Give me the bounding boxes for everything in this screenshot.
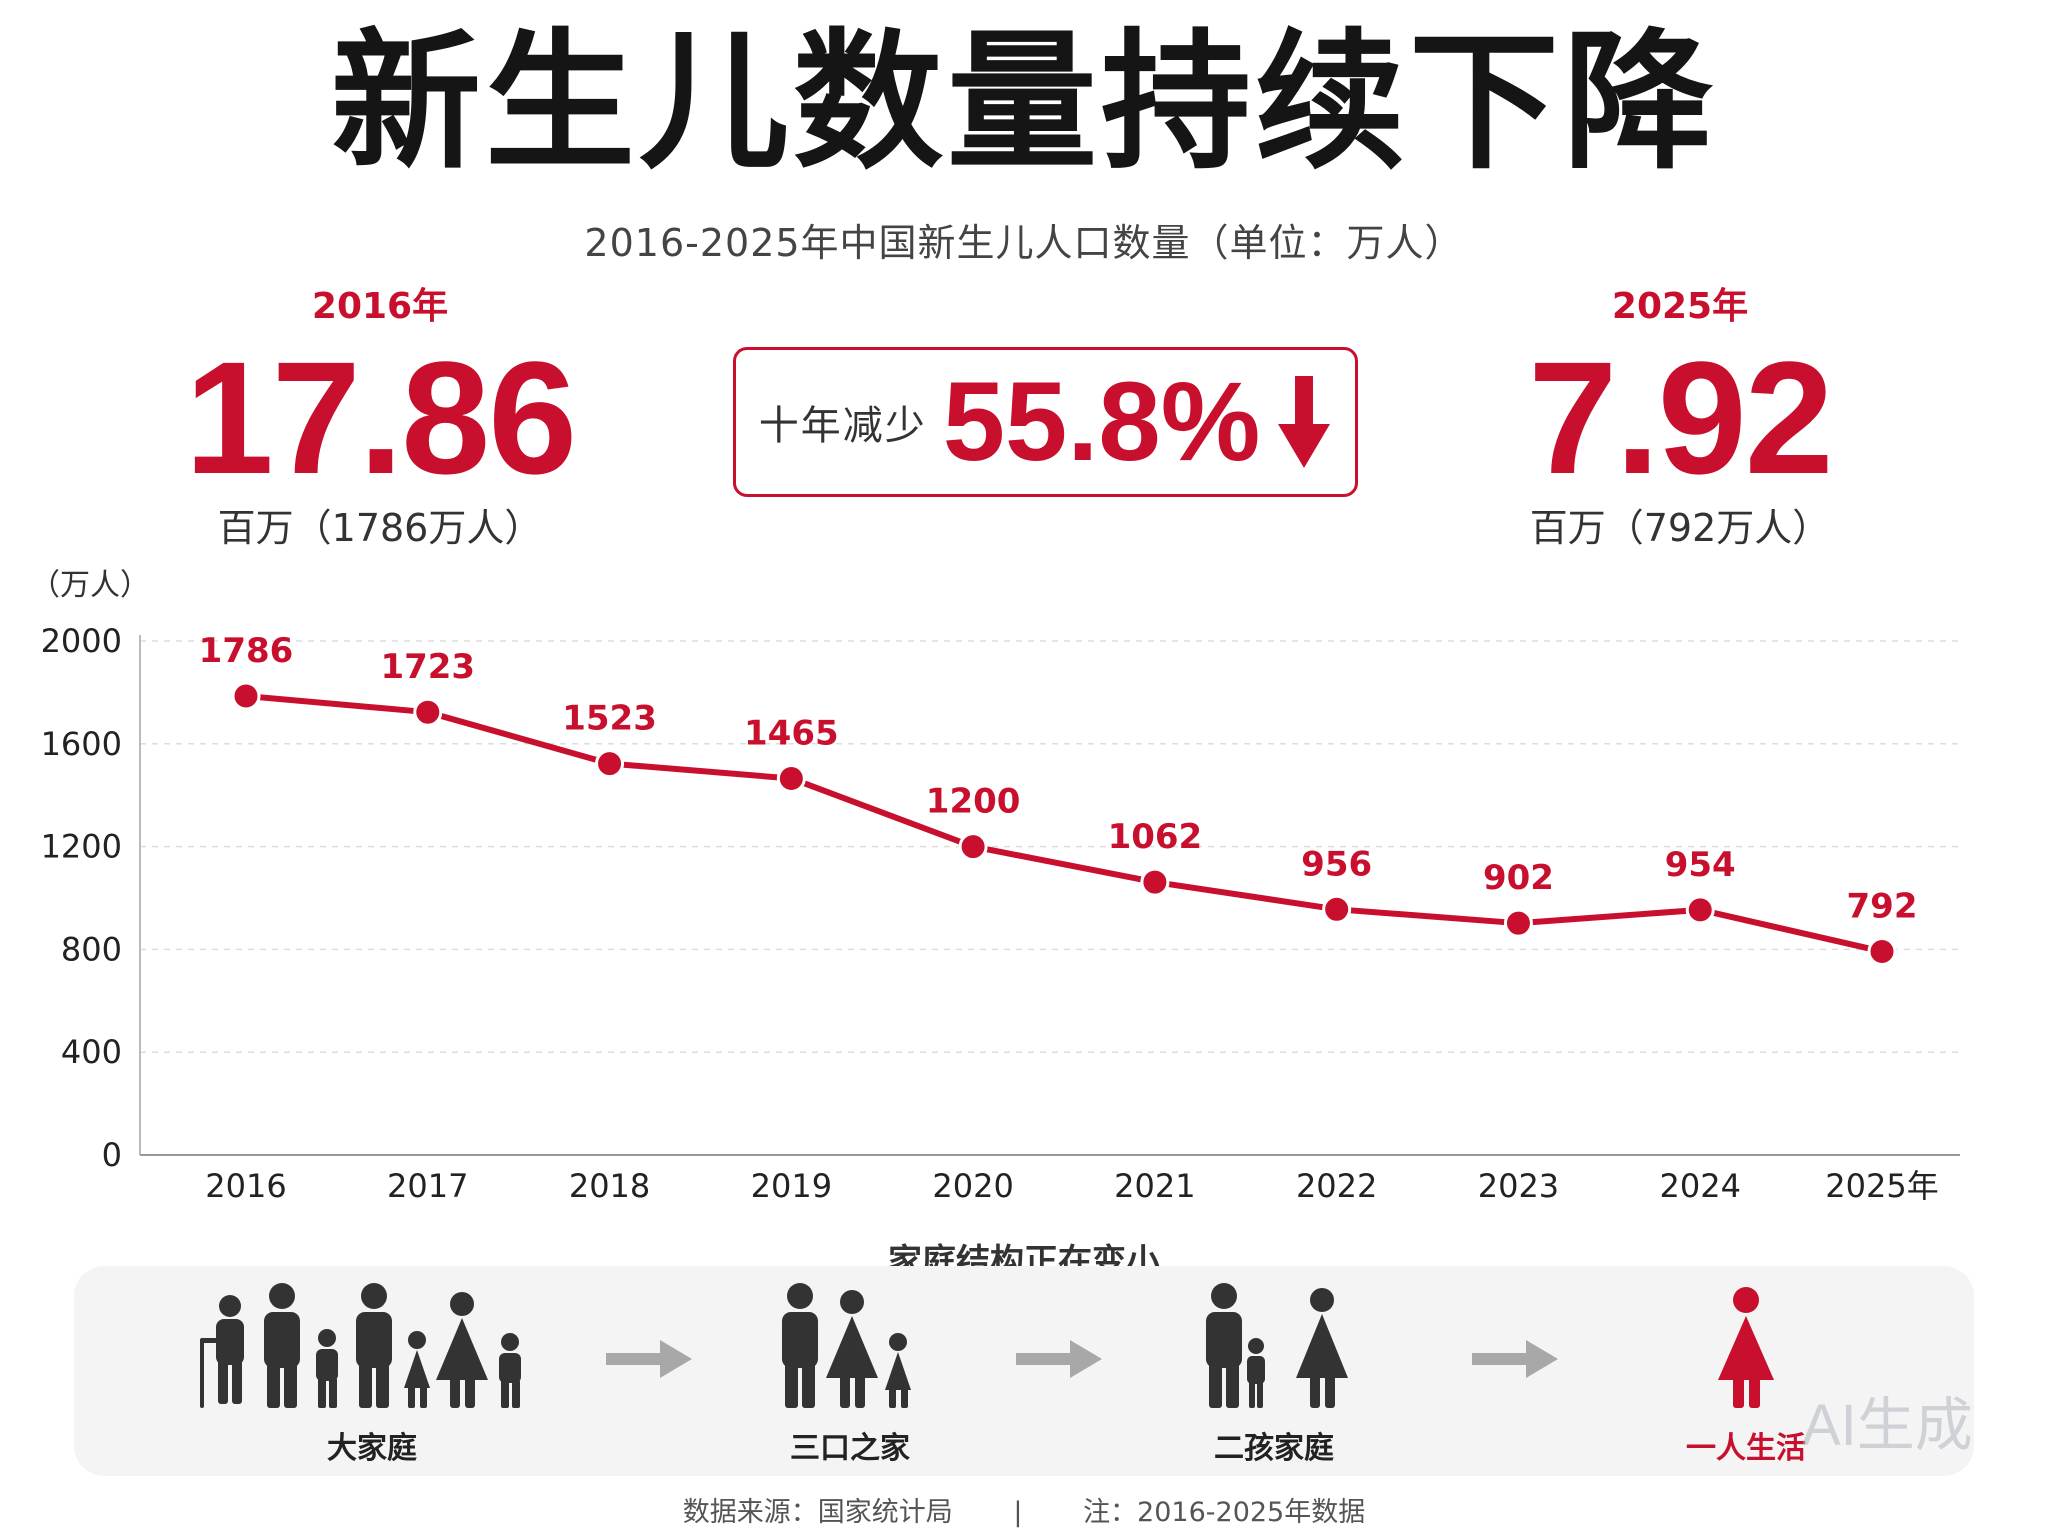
data-point <box>1867 936 1897 966</box>
data-labels: 1786 1723 1523 1465 1200 1062 956 902 954 792 <box>199 631 1918 926</box>
x-tick-label: 2025年 <box>1825 1167 1938 1205</box>
y-tick-label: 800 <box>61 930 122 968</box>
family-stage-extended: 大家庭 <box>192 1280 552 1466</box>
series-line-path <box>243 692 1885 955</box>
y-tick-label: 400 <box>61 1033 122 1071</box>
series-line <box>243 692 1885 955</box>
x-tick-label: 2024 <box>1660 1167 1741 1205</box>
stat-2016: 2016年 17.86 百万（1786万人） <box>150 282 610 556</box>
y-tick-label: 1200 <box>41 828 122 866</box>
single-person-icon <box>1718 1287 1774 1408</box>
data-label: 902 <box>1483 858 1554 898</box>
stat-2025-value: 7.92 <box>1528 328 1833 507</box>
x-tick-label: 2020 <box>932 1167 1013 1205</box>
decline-label: 十年减少 <box>758 403 927 449</box>
decline-value: 55.8% <box>942 359 1261 484</box>
stat-2016-year: 2016年 <box>311 286 449 327</box>
y-tick-label: 1600 <box>41 725 122 763</box>
y-axis-unit: （万人） <box>30 568 150 603</box>
family-panel <box>74 1266 1974 1476</box>
x-tick-label: 2023 <box>1478 1167 1559 1205</box>
x-tick-label: 2022 <box>1296 1167 1377 1205</box>
family-stage-single-label: 一人生活 <box>1686 1431 1806 1466</box>
data-point <box>1685 895 1715 925</box>
flow-arrow-icon <box>1016 1340 1102 1378</box>
ai-generated-watermark: AI生成 <box>1802 1393 1973 1458</box>
footer-source: 数据来源：国家统计局 <box>682 1497 953 1528</box>
data-label: 1465 <box>744 713 839 753</box>
stat-2016-value: 17.86 <box>184 328 577 507</box>
down-arrow-icon <box>1278 376 1331 468</box>
footer-separator: | <box>1013 1497 1023 1528</box>
axes <box>139 635 1960 1156</box>
extended-family-icon <box>200 1283 521 1408</box>
footer-note: 注：2016-2025年数据 <box>1083 1497 1366 1528</box>
data-label: 792 <box>1847 886 1918 926</box>
x-tick-label: 2017 <box>387 1167 468 1205</box>
family-stage-nuclear: 三口之家 <box>670 1280 1030 1466</box>
data-label: 956 <box>1301 844 1372 884</box>
data-point <box>1503 908 1533 938</box>
data-point <box>776 763 806 793</box>
data-point <box>231 681 261 711</box>
y-tick-label: 2000 <box>41 622 122 660</box>
flow-arrow-icon <box>606 1340 692 1378</box>
two-child-family-icon <box>1206 1283 1348 1408</box>
stat-2025-year: 2025年 <box>1611 286 1749 327</box>
grid-lines <box>140 640 1960 1053</box>
chart-subtitle: 2016-2025年中国新生儿人口数量（单位：万人） <box>584 221 1464 265</box>
y-tick-label: 0 <box>102 1136 122 1174</box>
x-tick-label: 2021 <box>1114 1167 1195 1205</box>
data-point <box>595 749 625 779</box>
x-tick-labels: 2016 2017 2018 2019 2020 2021 2022 2023 2024 2025… <box>205 1167 1938 1205</box>
family-stage-nuclear-label: 三口之家 <box>790 1431 910 1466</box>
data-point <box>413 697 443 727</box>
x-tick-label: 2019 <box>751 1167 832 1205</box>
x-tick-label: 2018 <box>569 1167 650 1205</box>
stat-2025-unit: 百万（792万人） <box>1529 506 1831 550</box>
data-label: 1062 <box>1108 817 1203 857</box>
data-point <box>1322 894 1352 924</box>
x-tick-label: 2016 <box>205 1167 286 1205</box>
data-label: 954 <box>1665 845 1736 885</box>
decline-summary-box: 十年减少 55.8% <box>733 347 1358 497</box>
stat-2025: 2025年 7.92 百万（792万人） <box>1450 282 1910 556</box>
data-label: 1523 <box>562 699 657 739</box>
data-label: 1786 <box>199 631 294 671</box>
data-label: 1200 <box>926 782 1021 822</box>
data-points <box>231 681 1897 966</box>
data-point <box>958 832 988 862</box>
family-stage-two-child-label: 二孩家庭 <box>1214 1431 1334 1466</box>
family-stage-single: 一人生活 <box>1566 1280 1926 1466</box>
page-title: 新生儿数量持续下降 <box>330 16 1717 190</box>
family-stage-two-child: 二孩家庭 <box>1094 1280 1454 1466</box>
y-tick-labels: 0 400 800 1200 1600 2000 <box>41 622 122 1174</box>
data-label: 1723 <box>380 647 475 687</box>
data-point <box>1140 867 1170 897</box>
stat-2016-unit: 百万（1786万人） <box>217 506 543 550</box>
family-stage-extended-label: 大家庭 <box>327 1431 417 1466</box>
nuclear-family-icon <box>782 1283 911 1408</box>
footer: 数据来源：国家统计局 | 注：2016-2025年数据 <box>0 1490 2048 1529</box>
flow-arrow-icon <box>1472 1340 1558 1378</box>
